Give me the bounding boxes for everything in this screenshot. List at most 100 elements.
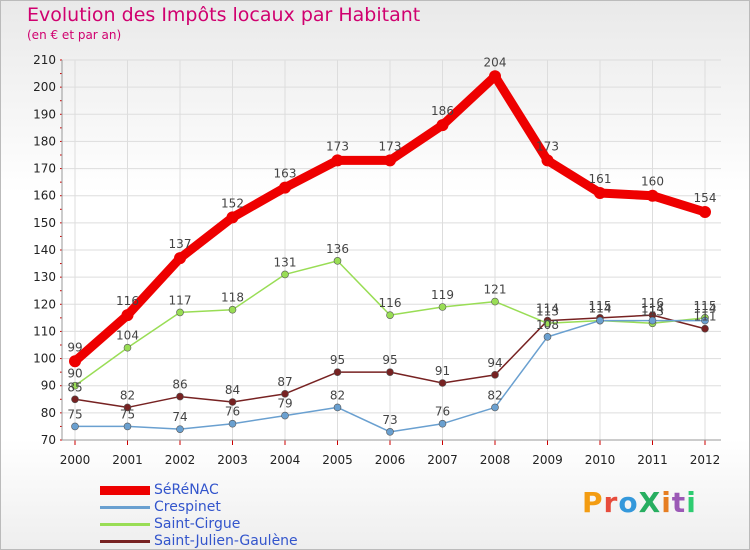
y-tick-label: 200 [33,80,56,94]
data-label: 95 [330,353,345,367]
data-label: 91 [435,364,450,378]
data-point [226,211,239,224]
data-label: 82 [120,388,135,402]
legend-item-crespinet: Crespinet [100,499,400,516]
x-tick-label: 2012 [690,453,721,467]
data-point [438,419,447,428]
data-point [648,316,657,325]
data-label: 75 [67,407,82,421]
data-label: 160 [641,175,664,189]
data-point [176,425,184,433]
y-tick-label: 130 [33,270,56,284]
legend-swatch [100,506,150,509]
legend-swatch [100,523,150,526]
data-point [176,392,184,401]
data-point [491,371,499,379]
data-point [438,303,447,311]
data-point [543,333,552,341]
data-label: 114 [641,302,664,316]
data-point [646,189,659,202]
y-tick-label: 170 [33,162,56,176]
data-label: 111 [694,310,717,324]
data-label: 114 [589,302,612,316]
data-label: 108 [536,318,559,332]
x-tick-label: 2010 [585,453,616,467]
data-point [228,398,237,406]
data-label: 121 [484,283,507,297]
y-tick-label: 120 [33,297,56,311]
y-tick-label: 180 [33,134,56,148]
data-label: 131 [274,255,297,269]
legend-label: Crespinet [154,499,221,515]
data-point [279,181,291,194]
grid [62,59,721,441]
data-label: 99 [67,340,82,354]
y-tick-label: 100 [33,352,56,366]
x-tick-label: 2005 [322,453,353,467]
data-label: 115 [694,299,717,313]
x-tick-label: 2001 [112,453,143,467]
data-label: 82 [487,388,502,402]
y-tick-label: 70 [41,433,56,447]
data-label: 94 [487,356,502,370]
data-label: 173 [379,139,402,153]
data-point [386,311,394,319]
data-label: 118 [221,291,244,305]
data-label: 173 [326,139,349,153]
data-point [489,70,501,83]
data-point [699,206,711,218]
data-point [123,403,132,412]
chart-subtitle: (en € et par an) [27,28,122,42]
x-tick-label: 2009 [532,453,563,467]
data-point [281,390,289,398]
data-point [281,411,289,420]
y-tick-label: 90 [41,379,56,393]
data-label: 117 [169,293,192,307]
data-label: 82 [330,388,345,402]
data-label: 116 [116,294,139,308]
data-label: 113 [641,304,664,318]
data-label: 186 [431,104,454,118]
data-label: 136 [326,242,349,256]
x-tick-label: 2007 [427,453,458,467]
legend-label: Saint-Cirgue [154,516,241,532]
y-tick-label: 110 [33,324,56,338]
data-point [71,395,79,404]
y-tick-label: 190 [33,107,56,121]
data-label: 85 [67,380,82,394]
data-label: 114 [589,302,612,316]
data-point [438,379,447,387]
data-label: 119 [431,288,454,302]
data-point [543,319,552,328]
data-point [71,422,79,431]
x-tick-label: 2008 [480,453,511,467]
legend-swatch [100,540,150,543]
data-point [176,308,184,317]
data-label: 173 [536,139,559,153]
y-tick-label: 210 [33,53,56,67]
data-label: 74 [172,410,187,424]
x-tick-label: 2000 [60,453,91,467]
data-label: 76 [225,405,240,419]
x-tick-label: 2006 [375,453,406,467]
data-label: 116 [379,296,402,310]
data-label: 87 [277,375,292,389]
data-label: 154 [694,191,717,205]
data-label: 113 [536,304,559,318]
data-label: 152 [221,196,244,210]
data-label: 84 [225,383,240,397]
x-tick-label: 2004 [270,453,301,467]
data-label: 76 [435,405,450,419]
legend-label: SéRéNAC [154,482,219,498]
data-label: 95 [382,353,397,367]
data-label: 104 [116,329,139,343]
data-point [228,305,237,314]
line-chart: 7080901001101201301401501601701801902002… [33,53,721,467]
data-point [384,154,396,167]
legend-item-saint-julien-gaulene: Saint-Julien-Gaulène [100,533,400,550]
chart-title: Evolution des Impôts locaux par Habitant [27,4,421,26]
data-point [541,154,554,167]
y-tick-label: 150 [33,216,56,230]
legend-label: Saint-Julien-Gaulène [154,533,298,549]
